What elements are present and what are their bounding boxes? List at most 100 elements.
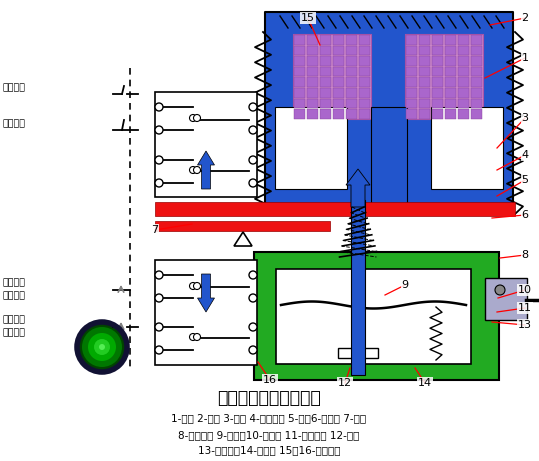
Bar	[254, 252, 499, 380]
Bar	[458, 56, 469, 66]
Bar	[432, 99, 443, 108]
Bar	[406, 109, 417, 119]
Bar	[445, 35, 456, 45]
Text: 通电延时型时间继电器: 通电延时型时间继电器	[217, 389, 321, 407]
Bar	[333, 109, 344, 119]
Circle shape	[155, 179, 163, 187]
Bar	[346, 77, 357, 87]
Bar	[419, 46, 430, 55]
Bar	[333, 88, 344, 98]
Bar	[294, 67, 305, 77]
Bar	[155, 92, 257, 197]
Bar	[419, 88, 430, 98]
Bar	[405, 34, 483, 119]
Circle shape	[82, 327, 122, 367]
Bar	[346, 88, 357, 98]
Bar	[359, 56, 370, 66]
Bar	[445, 56, 456, 66]
Circle shape	[155, 323, 163, 331]
Circle shape	[155, 126, 163, 134]
Bar	[419, 56, 430, 66]
Bar	[333, 77, 344, 87]
Bar	[294, 77, 305, 87]
Bar	[320, 88, 331, 98]
Circle shape	[94, 339, 110, 355]
Bar	[346, 35, 357, 45]
Text: 13-调节螺杆14-进气孔 15、16-微动开关: 13-调节螺杆14-进气孔 15、16-微动开关	[198, 445, 340, 455]
Bar	[359, 99, 370, 108]
Bar	[307, 56, 318, 66]
Bar	[294, 109, 305, 119]
Circle shape	[249, 323, 257, 331]
Circle shape	[249, 179, 257, 187]
Bar	[371, 107, 407, 204]
Bar	[320, 56, 331, 66]
Bar	[419, 77, 430, 87]
Text: 8: 8	[521, 250, 529, 260]
FancyArrow shape	[346, 169, 370, 207]
FancyArrow shape	[197, 151, 215, 189]
Bar	[406, 67, 417, 77]
Text: 9: 9	[402, 280, 409, 290]
Bar	[294, 35, 305, 45]
Bar	[406, 99, 417, 108]
Circle shape	[249, 294, 257, 302]
FancyArrow shape	[197, 274, 215, 312]
Bar	[471, 88, 482, 98]
Circle shape	[194, 333, 201, 341]
Bar	[307, 46, 318, 55]
Text: 5: 5	[522, 175, 529, 185]
Circle shape	[190, 166, 197, 173]
Bar	[351, 200, 365, 375]
Circle shape	[155, 294, 163, 302]
Bar	[293, 34, 371, 119]
Bar	[359, 88, 370, 98]
Circle shape	[249, 103, 257, 111]
Bar	[419, 67, 430, 77]
Circle shape	[194, 114, 201, 122]
Bar	[445, 88, 456, 98]
Text: 13: 13	[518, 320, 532, 330]
Bar	[471, 99, 482, 108]
Bar	[307, 67, 318, 77]
Bar	[294, 88, 305, 98]
Circle shape	[495, 285, 505, 295]
Bar	[458, 35, 469, 45]
Bar	[346, 99, 357, 108]
Bar	[307, 35, 318, 45]
Bar	[359, 109, 370, 119]
Bar	[307, 77, 318, 87]
Bar	[458, 67, 469, 77]
Bar	[445, 77, 456, 87]
Text: 常开触头: 常开触头	[3, 329, 26, 337]
Bar	[359, 67, 370, 77]
Bar	[155, 202, 515, 216]
Bar	[419, 99, 430, 108]
Bar	[346, 56, 357, 66]
Circle shape	[249, 126, 257, 134]
Circle shape	[249, 156, 257, 164]
Bar	[471, 67, 482, 77]
Bar	[471, 77, 482, 87]
Circle shape	[155, 156, 163, 164]
Text: 10: 10	[518, 285, 532, 295]
Circle shape	[194, 166, 201, 173]
Bar	[406, 35, 417, 45]
Text: 1-线圈 2-铁心 3-衔铁 4-反力弹簧 5-推板6-活塞杆 7-杠杆: 1-线圈 2-铁心 3-衔铁 4-反力弹簧 5-推板6-活塞杆 7-杠杆	[171, 413, 367, 423]
Bar	[294, 99, 305, 108]
Bar	[307, 88, 318, 98]
Bar	[155, 221, 330, 231]
Bar	[265, 12, 513, 204]
Bar	[294, 46, 305, 55]
Bar	[432, 109, 443, 119]
Text: 1: 1	[522, 53, 529, 63]
Circle shape	[190, 114, 197, 122]
Bar	[320, 67, 331, 77]
Bar	[333, 67, 344, 77]
Bar	[359, 77, 370, 87]
Bar	[458, 109, 469, 119]
Bar	[276, 269, 471, 364]
Bar	[320, 46, 331, 55]
Bar	[333, 46, 344, 55]
Bar	[432, 67, 443, 77]
